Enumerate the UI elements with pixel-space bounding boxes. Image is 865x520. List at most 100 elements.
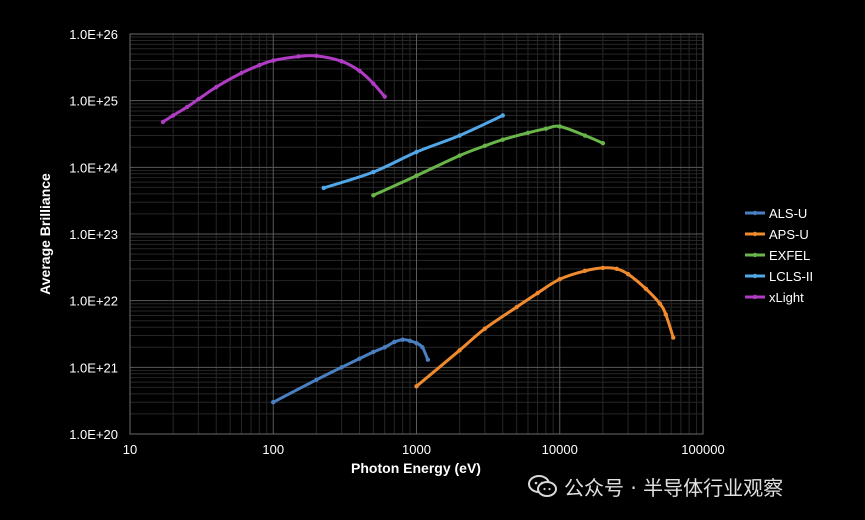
series-als-u [271, 337, 431, 405]
x-tick-label: 10 [123, 442, 137, 457]
data-point [457, 133, 462, 138]
data-point [314, 377, 319, 383]
data-point [184, 104, 190, 110]
data-point [414, 341, 419, 346]
data-point [657, 301, 663, 306]
data-point [239, 70, 244, 76]
watermark: 公众号 · 半导体行业观察 [528, 470, 848, 502]
data-point [482, 326, 488, 331]
data-point [382, 94, 387, 99]
legend-label: EXFEL [769, 248, 810, 263]
y-axis-label: Average Brilliance [37, 173, 53, 295]
legend-marker [752, 210, 758, 216]
data-point [271, 399, 276, 405]
data-point [170, 113, 176, 118]
data-point [582, 268, 588, 274]
series-exfel [371, 124, 606, 198]
data-point [392, 339, 397, 345]
x-axis-label: Photon Energy (eV) [351, 460, 481, 476]
legend-item-xlight: xLight [745, 290, 804, 305]
data-point [382, 345, 387, 350]
data-point [425, 357, 431, 362]
plot-frame [129, 33, 704, 435]
data-point [271, 58, 276, 63]
data-point [500, 137, 505, 142]
data-point [500, 113, 505, 118]
y-tick-label: 1.0E+21 [69, 360, 118, 375]
data-point [482, 143, 488, 149]
data-point [671, 335, 676, 340]
data-point [371, 193, 376, 198]
data-point [257, 63, 262, 68]
data-point [339, 59, 344, 64]
legend-item-lcls-ii: LCLS-II [745, 269, 813, 284]
legend-item-als-u: ALS-U [745, 206, 807, 221]
data-point [371, 81, 376, 86]
data-point [457, 153, 462, 158]
data-point [614, 266, 619, 272]
data-point [420, 345, 425, 350]
series-lcls-ii [321, 113, 505, 191]
legend-marker [752, 231, 758, 237]
data-point [357, 68, 362, 74]
data-point [582, 133, 588, 138]
data-point [414, 384, 419, 389]
data-point [321, 185, 326, 191]
legend-label: APS-U [769, 227, 809, 242]
data-point [535, 290, 540, 296]
series-line-exfel [371, 124, 605, 197]
series-line-als-u [271, 338, 430, 404]
y-tick-label: 1.0E+22 [69, 294, 118, 309]
y-axis-ticks: 1.0E+20 1.0E+21 1.0E+22 1.0E+23 1.0E+24 1.0E+… [69, 27, 118, 442]
watermark-text: 公众号 · 半导体行业观察 [564, 475, 784, 500]
data-point [457, 348, 462, 353]
x-tick-label: 10000 [542, 442, 578, 457]
data-point [414, 149, 419, 155]
legend: ALS-U APS-U EXFEL LCLS-II xLight [745, 206, 813, 305]
data-point [663, 312, 669, 317]
data-point [357, 356, 362, 361]
y-tick-label: 1.0E+20 [69, 427, 118, 442]
legend-marker [752, 252, 758, 258]
legend-label: ALS-U [769, 206, 807, 221]
legend-marker [752, 273, 758, 279]
series-line-xlight [161, 54, 387, 124]
data-point [557, 276, 562, 282]
data-point [371, 349, 376, 355]
data-point [371, 169, 376, 175]
data-point [160, 119, 166, 125]
data-point [514, 304, 519, 310]
wechat-logo-icon [528, 475, 557, 497]
legend-marker [752, 294, 758, 300]
legend-item-exfel: EXFEL [745, 248, 810, 263]
data-point [400, 337, 405, 342]
y-tick-label: 1.0E+26 [69, 27, 118, 42]
x-tick-label: 100 [262, 442, 284, 457]
data-point [625, 271, 631, 277]
legend-label: xLight [769, 290, 804, 305]
data-point [407, 338, 413, 344]
data-point [214, 84, 219, 90]
y-tick-label: 1.0E+23 [69, 227, 118, 242]
series-xlight [160, 53, 387, 125]
data-point [600, 141, 606, 146]
data-point [557, 124, 562, 129]
data-point [543, 126, 549, 131]
y-tick-label: 1.0E+24 [69, 160, 118, 175]
series-layer [160, 53, 676, 405]
data-point [196, 97, 201, 102]
data-point [296, 54, 301, 59]
legend-label: LCLS-II [769, 269, 813, 284]
data-point [314, 53, 319, 59]
x-tick-label: 1000 [402, 442, 431, 457]
data-point [600, 265, 606, 271]
data-point [414, 173, 419, 178]
data-point [339, 365, 344, 370]
legend-item-aps-u: APS-U [745, 227, 809, 242]
x-tick-label: 100000 [681, 442, 724, 457]
data-point [643, 286, 649, 292]
data-point [525, 130, 531, 135]
y-tick-label: 1.0E+25 [69, 94, 118, 109]
series-aps-u [414, 265, 676, 389]
